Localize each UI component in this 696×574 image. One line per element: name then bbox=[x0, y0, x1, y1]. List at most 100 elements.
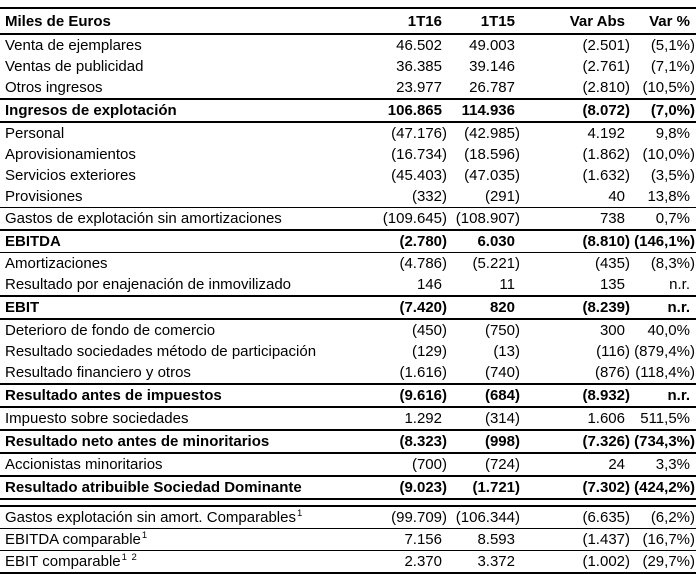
comp-table-body: Gastos explotación sin amort. Comparable… bbox=[0, 506, 696, 573]
cell-value: (108.907) bbox=[448, 207, 521, 230]
cell-value: (2.780) bbox=[380, 229, 448, 253]
row-label: Resultado atribuible Sociedad Dominante bbox=[0, 475, 380, 499]
table-row: Personal (47.176) (42.985) 4.192 9,8% bbox=[0, 121, 696, 144]
row-label: Impuesto sobre sociedades bbox=[0, 406, 380, 430]
cell-value: 11 bbox=[499, 276, 515, 293]
table-row: Gastos de explotación sin amortizaciones… bbox=[0, 207, 696, 230]
top-note-clipped: NIIF bbox=[506, 7, 550, 13]
row-label: Accionistas minoritarios bbox=[0, 452, 380, 476]
table-row: EBIT (7.420) 820 (8.239) n.r. bbox=[0, 295, 696, 319]
row-label: Otros ingresos bbox=[5, 79, 103, 96]
table-row: Ingresos de explotación 106.865 114.936 (8.… bbox=[0, 98, 696, 122]
cell-value: (29,7%) bbox=[631, 550, 696, 573]
row-label: Ingresos de explotación bbox=[0, 98, 380, 122]
row-label: Aprovisionamientos bbox=[5, 146, 136, 163]
cell-value: 8.593 bbox=[448, 528, 521, 551]
header-label: Miles de Euros bbox=[0, 7, 380, 35]
cell-value: (106.344) bbox=[455, 509, 520, 526]
cell-value: (4.786) bbox=[380, 252, 448, 274]
financial-results-page: NIIF Miles de Euros 1T16 1T15 Var Abs Va… bbox=[0, 7, 696, 574]
row-label: EBIT bbox=[0, 295, 380, 319]
cell-value: 6.030 bbox=[448, 229, 521, 253]
cell-value: (734,3%) bbox=[631, 429, 696, 453]
cell-value: 46.502 bbox=[396, 37, 442, 54]
cell-value: (684) bbox=[448, 383, 521, 407]
cell-value: (1.002) bbox=[521, 550, 631, 573]
cell-value: (7,0%) bbox=[631, 98, 696, 122]
cell-value: (2.501) bbox=[582, 37, 630, 54]
cell-value: (5,1%) bbox=[650, 37, 695, 54]
row-label: EBIT comparable1 2 bbox=[0, 550, 380, 573]
cell-value: (18.596) bbox=[464, 146, 520, 163]
footnote-ref: 1 bbox=[141, 530, 149, 541]
row-label: Amortizaciones bbox=[0, 252, 380, 274]
cell-value: 3,3% bbox=[631, 452, 696, 476]
cell-value: 4.192 bbox=[521, 121, 631, 144]
cell-value: (314) bbox=[448, 406, 521, 430]
row-label: Resultado neto antes de minoritarios bbox=[0, 429, 380, 453]
header-row: Miles de Euros 1T16 1T15 Var Abs Var % bbox=[0, 7, 696, 35]
row-label: EBITDA bbox=[0, 229, 380, 253]
cell-value: (116) bbox=[596, 343, 630, 360]
cell-value: (724) bbox=[448, 452, 521, 476]
cell-value: (99.709) bbox=[391, 509, 447, 526]
comparable-metrics-table: Gastos explotación sin amort. Comparable… bbox=[0, 505, 696, 574]
cell-value: n.r. bbox=[669, 276, 690, 293]
table-row: Resultado financiero y otros (1.616) (740)… bbox=[0, 362, 696, 384]
cell-value: 26.787 bbox=[469, 79, 515, 96]
cell-value: (6.635) bbox=[582, 509, 630, 526]
cell-value: (5.221) bbox=[448, 252, 521, 274]
table-row: Resultado antes de impuestos (9.616) (684)… bbox=[0, 383, 696, 407]
table-row: Resultado atribuible Sociedad Dominante (… bbox=[0, 475, 696, 499]
cell-value: (2.761) bbox=[582, 58, 630, 75]
table-row: Resultado neto antes de minoritarios (8.3… bbox=[0, 429, 696, 453]
cell-value: 49.003 bbox=[469, 37, 515, 54]
cell-value: n.r. bbox=[631, 383, 696, 407]
table-row: EBITDA (2.780) 6.030 (8.810) (146,1%) bbox=[0, 229, 696, 253]
table-row: Venta de ejemplares 46.502 49.003 (2.501) (5… bbox=[0, 34, 696, 56]
cell-value: (1.721) bbox=[448, 475, 521, 499]
cell-value: (16,7%) bbox=[631, 528, 696, 551]
cell-value: 738 bbox=[521, 207, 631, 230]
cell-value: (3,5%) bbox=[650, 167, 695, 184]
cell-value: 820 bbox=[448, 295, 521, 319]
footnote-ref: 1 bbox=[296, 508, 304, 519]
cell-value: 24 bbox=[521, 452, 631, 476]
table-row: Otros ingresos 23.977 26.787 (2.810) (10,5%) bbox=[0, 77, 696, 99]
cell-value: (879,4%) bbox=[634, 343, 695, 360]
row-label: Gastos explotación sin amort. Comparable… bbox=[5, 508, 304, 526]
cell-value: (6,2%) bbox=[650, 509, 695, 526]
table-row: Deterioro de fondo de comercio (450) (750)… bbox=[0, 318, 696, 341]
cell-value: (332) bbox=[411, 188, 447, 205]
cell-value: (8.072) bbox=[521, 98, 631, 122]
cell-value: 2.370 bbox=[380, 550, 448, 573]
table-row: EBITDA comparable1 7.156 8.593 (1.437) (16,7… bbox=[0, 528, 696, 551]
cell-value: 40,0% bbox=[631, 318, 696, 341]
cell-value: (118,4%) bbox=[635, 364, 695, 381]
table-row: Aprovisionamientos (16.734) (18.596) (1.862… bbox=[0, 144, 696, 165]
cell-value: (450) bbox=[380, 318, 448, 341]
cell-value: 13,8% bbox=[647, 188, 690, 205]
cell-value: (1.437) bbox=[521, 528, 631, 551]
cell-value: 1.292 bbox=[380, 406, 448, 430]
cell-value: (1.632) bbox=[582, 167, 630, 184]
header-col-var-pct: Var % bbox=[631, 7, 696, 35]
row-label: Resultado antes de impuestos bbox=[0, 383, 380, 407]
cell-value: 106.865 bbox=[380, 98, 448, 122]
cell-value: 135 bbox=[599, 276, 625, 293]
cell-value: (1.616) bbox=[399, 364, 447, 381]
cell-value: (435) bbox=[521, 252, 631, 274]
cell-value: (47.035) bbox=[464, 167, 520, 184]
header-col-1t16: 1T16 bbox=[380, 7, 448, 35]
cell-value: (740) bbox=[484, 364, 520, 381]
row-label: Resultado financiero y otros bbox=[5, 364, 191, 381]
cell-value: (129) bbox=[411, 343, 447, 360]
cell-value: (7.302) bbox=[521, 475, 631, 499]
table-row: Gastos explotación sin amort. Comparable… bbox=[0, 506, 696, 529]
row-label: Servicios exteriores bbox=[5, 167, 136, 184]
header-col-var-abs: Var Abs bbox=[521, 7, 631, 35]
cell-value: 114.936 bbox=[448, 98, 521, 122]
cell-value: (700) bbox=[380, 452, 448, 476]
table-row: Accionistas minoritarios (700) (724) 24 3,3% bbox=[0, 452, 696, 476]
table-row: Impuesto sobre sociedades 1.292 (314) 1.606… bbox=[0, 406, 696, 430]
